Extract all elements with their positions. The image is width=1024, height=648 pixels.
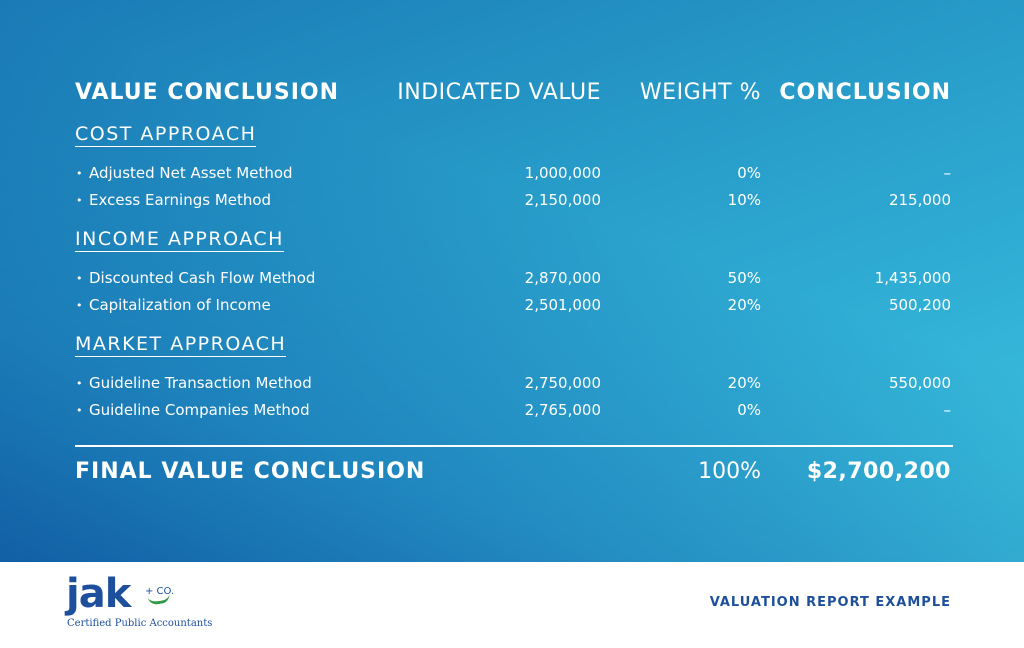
- weight-value: 0%: [737, 401, 761, 419]
- indicated-value: 2,150,000: [524, 191, 601, 209]
- method-label: Excess Earnings Method: [89, 191, 272, 209]
- weight-value: 20%: [727, 296, 761, 314]
- method-name: • Guideline Companies Method: [76, 399, 310, 422]
- logo-tagline: Certified Public Accountants: [67, 618, 213, 629]
- table-row: • Excess Earnings Method 2,150,000 10% 21…: [0, 189, 1024, 211]
- method-name: • Capitalization of Income: [76, 294, 271, 317]
- conclusion-value: 500,200: [888, 296, 951, 314]
- weight-value: 10%: [727, 191, 761, 209]
- final-weight-total: 100%: [698, 459, 761, 484]
- table-row: • Discounted Cash Flow Method 2,870,000 5…: [0, 267, 1024, 289]
- section-title-market-approach: MARKET APPROACH: [75, 333, 287, 357]
- conclusion-value: –: [943, 164, 952, 182]
- weight-value: 50%: [727, 269, 761, 287]
- bullet-icon: •: [76, 299, 83, 312]
- section-title-income-approach: INCOME APPROACH: [75, 228, 284, 252]
- final-value-label: FINAL VALUE CONCLUSION: [75, 459, 426, 484]
- bullet-icon: •: [76, 194, 83, 207]
- method-label: Guideline Companies Method: [89, 401, 310, 419]
- indicated-value: 2,750,000: [524, 374, 601, 392]
- column-header-conclusion: CONCLUSION: [779, 80, 951, 105]
- bullet-icon: •: [76, 272, 83, 285]
- method-label: Adjusted Net Asset Method: [89, 164, 293, 182]
- section-title-cost-approach: COST APPROACH: [75, 123, 257, 147]
- table-row: • Adjusted Net Asset Method 1,000,000 0% …: [0, 162, 1024, 184]
- bullet-icon: •: [76, 377, 83, 390]
- method-name: • Excess Earnings Method: [76, 189, 271, 212]
- conclusion-value: 1,435,000: [874, 269, 951, 287]
- method-name: • Guideline Transaction Method: [76, 372, 312, 395]
- method-label: Discounted Cash Flow Method: [89, 269, 316, 287]
- footer: [0, 562, 1024, 648]
- logo-suffix: + CO.: [145, 586, 175, 597]
- conclusion-value: 215,000: [888, 191, 951, 209]
- indicated-value: 2,501,000: [524, 296, 601, 314]
- column-header-weight: WEIGHT %: [639, 80, 761, 105]
- company-logo: jak + CO. Certified Public Accountants: [66, 571, 226, 633]
- conclusion-value: 550,000: [888, 374, 951, 392]
- bullet-icon: •: [76, 167, 83, 180]
- indicated-value: 2,870,000: [524, 269, 601, 287]
- total-divider: [75, 445, 953, 447]
- method-name: • Adjusted Net Asset Method: [76, 162, 293, 185]
- logo-wordmark: jak: [66, 571, 131, 617]
- indicated-value: 1,000,000: [524, 164, 601, 182]
- bullet-icon: •: [76, 404, 83, 417]
- report-title: VALUATION REPORT EXAMPLE: [709, 595, 951, 610]
- weight-value: 0%: [737, 164, 761, 182]
- final-value-total: $2,700,200: [806, 459, 951, 484]
- swoosh-icon: [147, 593, 171, 606]
- conclusion-value: –: [943, 401, 952, 419]
- method-name: • Discounted Cash Flow Method: [76, 267, 315, 290]
- indicated-value: 2,765,000: [524, 401, 601, 419]
- table-row: • Guideline Companies Method 2,765,000 0%…: [0, 399, 1024, 421]
- method-label: Capitalization of Income: [89, 296, 271, 314]
- valuation-panel: [0, 0, 1024, 562]
- column-header-indicated-value: INDICATED VALUE: [397, 80, 601, 105]
- method-label: Guideline Transaction Method: [89, 374, 312, 392]
- column-header-value-conclusion: VALUE CONCLUSION: [75, 80, 339, 105]
- weight-value: 20%: [727, 374, 761, 392]
- table-row: • Capitalization of Income 2,501,000 20% …: [0, 294, 1024, 316]
- table-row: • Guideline Transaction Method 2,750,000 …: [0, 372, 1024, 394]
